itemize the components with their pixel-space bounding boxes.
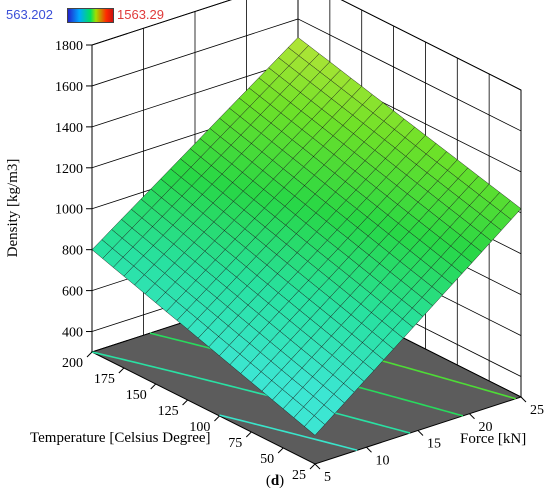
z-tick-label: 1200 bbox=[55, 162, 83, 177]
x-tick-mark bbox=[309, 463, 316, 470]
y-tick-label: 25 bbox=[530, 403, 544, 418]
y-tick-label: 10 bbox=[376, 453, 390, 468]
x-tick-mark bbox=[150, 383, 157, 390]
x-tick-label: 25 bbox=[292, 468, 306, 483]
x-axis-ticks: 200 175 150 125 100 75 50 25 bbox=[62, 351, 316, 483]
caption-open-paren: ( bbox=[265, 473, 271, 489]
y-tick-label: 5 bbox=[324, 470, 331, 485]
surface-cell bbox=[304, 415, 326, 436]
x-tick-label: 150 bbox=[126, 388, 147, 403]
caption-close-paren: ) bbox=[279, 473, 285, 489]
caption-label: d bbox=[270, 473, 280, 489]
x-tick-mark bbox=[214, 415, 220, 422]
x-tick-label: 175 bbox=[94, 372, 115, 387]
x-tick-label: 50 bbox=[260, 452, 274, 467]
x-tick-label: 75 bbox=[228, 436, 242, 451]
y-tick-mark bbox=[417, 430, 424, 436]
plot-frame bbox=[91, 45, 522, 397]
z-tick-label: 1800 bbox=[55, 39, 83, 54]
contour-line bbox=[219, 414, 358, 452]
contour-line bbox=[91, 351, 411, 434]
x-tick-mark bbox=[118, 367, 125, 374]
z-tick-label: 800 bbox=[62, 244, 83, 259]
z-tick-label: 1600 bbox=[55, 80, 83, 95]
color-legend-max-label: 1563.29 bbox=[117, 7, 164, 22]
x-axis-label: Temperature [Celsius Degree] bbox=[30, 430, 211, 446]
color-legend-bar bbox=[67, 8, 114, 23]
y-tick-mark bbox=[520, 396, 527, 403]
density-surface bbox=[91, 37, 522, 436]
z-tick-label: 1400 bbox=[55, 121, 83, 136]
x-tick-mark bbox=[277, 447, 284, 454]
z-axis-ticks: 400 600 800 1000 1200 1400 1600 1800 bbox=[55, 39, 92, 341]
y-axis-label: Force [kN] bbox=[460, 431, 526, 447]
wall-gridline-z bbox=[91, 0, 522, 91]
z-axis-label: Density [kg/m3] bbox=[5, 159, 21, 258]
color-legend-min-label: 563.202 bbox=[6, 7, 53, 22]
x-tick-mark bbox=[245, 431, 252, 438]
y-tick-mark bbox=[366, 446, 372, 453]
y-tick-label: 15 bbox=[427, 437, 441, 452]
y-tick-mark bbox=[314, 463, 321, 470]
figure-caption: (d) bbox=[0, 473, 550, 490]
y-tick-mark bbox=[469, 413, 475, 420]
x-tick-label: 200 bbox=[62, 356, 83, 371]
y-axis-ticks: 5 10 15 20 25 bbox=[314, 396, 544, 485]
x-tick-mark bbox=[86, 351, 93, 358]
z-tick-label: 600 bbox=[62, 285, 83, 300]
y-tick-label: 20 bbox=[479, 420, 493, 435]
z-tick-label: 1000 bbox=[55, 203, 83, 218]
z-tick-label: 400 bbox=[62, 326, 83, 341]
x-tick-label: 125 bbox=[158, 404, 179, 419]
x-tick-label: 100 bbox=[189, 420, 210, 435]
x-tick-mark bbox=[182, 399, 188, 406]
